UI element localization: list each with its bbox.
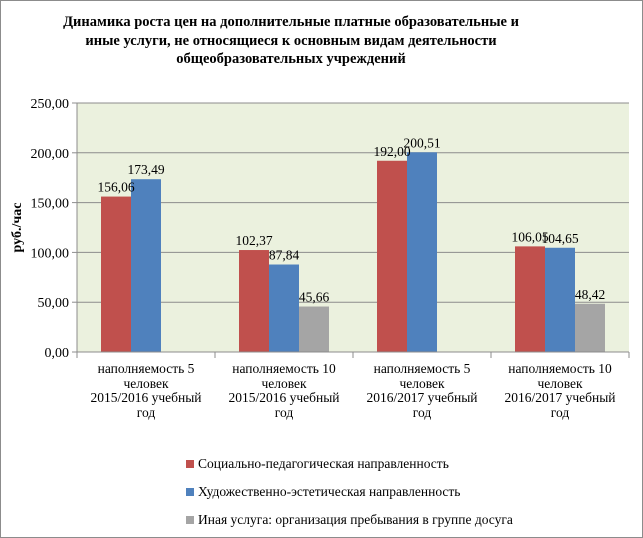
bars <box>101 152 605 352</box>
bar <box>131 179 161 352</box>
bar <box>299 306 329 352</box>
data-label: 200,51 <box>403 135 440 150</box>
category-label: наполняемость 5 человек 2016/2017 учебный г… <box>360 361 484 420</box>
category-label-line: 2016/2017 учебный <box>366 390 478 405</box>
category-label-line: человек <box>399 375 445 391</box>
category-label-line: наполняемость 5 <box>373 361 471 376</box>
category-label-line: человек <box>123 375 169 391</box>
bar <box>101 196 131 352</box>
bar <box>377 160 407 352</box>
data-label: 102,37 <box>235 233 272 248</box>
category-label-line: человек <box>537 375 583 391</box>
y-tick-label: 150,00 <box>31 197 70 212</box>
y-tick-label: 50,00 <box>38 296 70 311</box>
legend-item: Социально-педагогическая направленность <box>186 456 449 472</box>
legend-label: Социально-педагогическая направленность <box>198 456 449 471</box>
y-axis-ticks: 0,00 50,00 100,00 150,00 200,00 250,00 <box>31 97 70 361</box>
category-label: наполняемость 5 человек 2015/2016 учебный г… <box>84 361 208 420</box>
category-label-line: человек <box>261 375 307 391</box>
category-label-line: 2015/2016 учебный <box>228 390 340 405</box>
category-label: наполняемость 10 человек 2016/2017 учебный… <box>498 361 622 420</box>
category-label-line: наполняемость 10 <box>232 361 336 376</box>
bar <box>515 246 545 352</box>
category-label-line: год <box>550 404 570 420</box>
category-label-line: год <box>274 404 294 420</box>
data-label: 48,42 <box>575 287 605 302</box>
data-label: 106,05 <box>511 229 548 244</box>
legend-swatch <box>186 515 194 524</box>
data-label: 173,49 <box>127 162 164 177</box>
category-label-line: 2015/2016 учебный <box>90 390 202 405</box>
legend-label: Художественно-эстетическая направленност… <box>198 484 461 499</box>
x-axis-category-ticks <box>76 352 630 358</box>
bar <box>269 264 299 352</box>
legend-swatch <box>186 487 194 496</box>
category-label-line: 2016/2017 учебный <box>504 390 616 405</box>
data-label: 156,06 <box>97 180 134 195</box>
bar <box>545 247 575 352</box>
y-tick-label: 0,00 <box>45 346 70 361</box>
category-label-line: наполняемость 5 <box>97 361 195 376</box>
bar <box>239 250 269 352</box>
category-label-line: год <box>136 404 156 420</box>
category-label-line: год <box>412 404 432 420</box>
data-label: 192,00 <box>373 144 410 159</box>
legend-swatch <box>186 459 194 468</box>
y-tick-label: 200,00 <box>31 147 70 162</box>
category-label: наполняемость 10 человек 2015/2016 учебный… <box>222 361 346 420</box>
data-label: 45,66 <box>299 290 330 305</box>
data-label: 87,84 <box>269 248 300 263</box>
y-axis-title: руб./час <box>10 203 25 253</box>
legend-item: Иная услуга: организация пребывания в гр… <box>186 512 513 528</box>
y-tick-label: 250,00 <box>31 97 70 112</box>
legend-label: Иная услуга: организация пребывания в гр… <box>198 512 513 527</box>
y-tick-label: 100,00 <box>31 246 70 261</box>
legend-item: Художественно-эстетическая направленност… <box>186 484 460 500</box>
category-label-line: наполняемость 10 <box>508 361 612 376</box>
bar <box>407 152 437 352</box>
bar <box>575 303 605 352</box>
chart-title: Динамика роста цен на дополнительные пла… <box>63 14 519 67</box>
data-label: 104,65 <box>541 231 578 246</box>
